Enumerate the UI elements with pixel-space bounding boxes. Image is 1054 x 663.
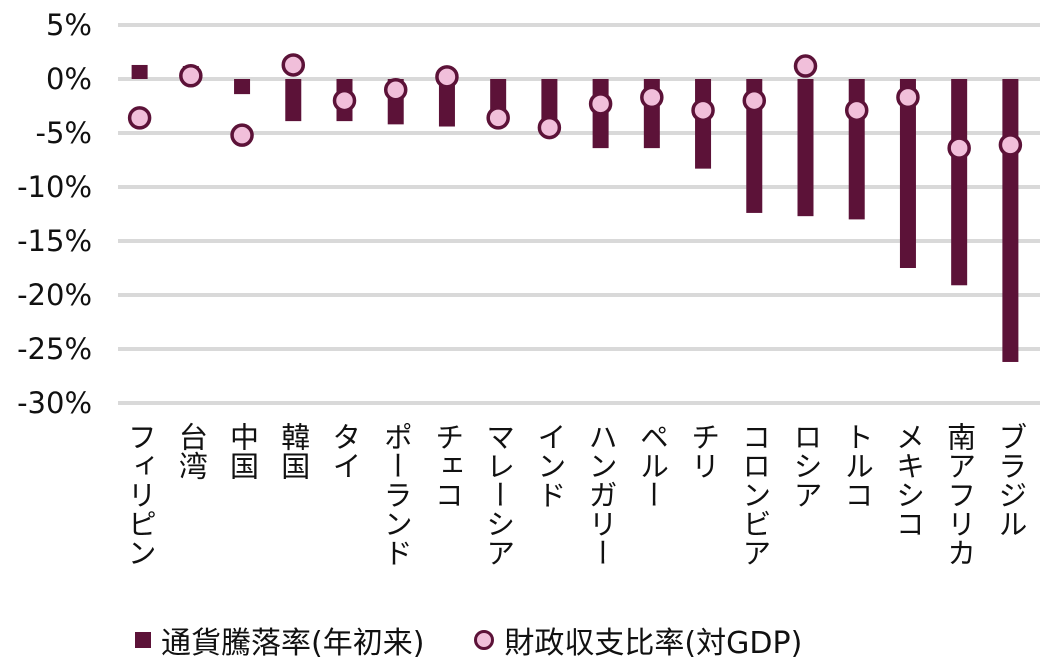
marker xyxy=(691,98,715,123)
y-tick-label: -10% xyxy=(17,170,92,204)
x-category-label: メキシコ xyxy=(891,422,926,538)
y-tick-label: 5% xyxy=(46,8,92,42)
bar xyxy=(438,79,455,127)
legend-label-fiscal: 財政収支比率(対GDP) xyxy=(504,626,803,661)
x-category-label: ブラジル xyxy=(993,422,1028,538)
marker xyxy=(537,115,562,140)
bar xyxy=(1002,79,1019,362)
marker xyxy=(742,88,767,113)
legend-label-currency: 通貨騰落率(年初来) xyxy=(161,626,425,661)
x-category-label: マレーシア xyxy=(481,422,516,567)
marker xyxy=(332,88,357,113)
y-tick-label: 0% xyxy=(46,62,92,96)
marker xyxy=(127,106,152,130)
bar xyxy=(285,79,302,122)
marker xyxy=(383,78,408,102)
x-category-label: 中国 xyxy=(225,422,260,480)
x-category-label: ポーランド xyxy=(379,422,414,567)
marker xyxy=(947,136,971,160)
bar xyxy=(234,79,251,95)
marker xyxy=(435,65,459,89)
bar xyxy=(695,79,712,169)
marker xyxy=(179,64,203,88)
marker xyxy=(793,54,818,78)
bar xyxy=(541,79,558,127)
legend-bar-swatch xyxy=(135,632,151,648)
marker xyxy=(281,53,306,77)
x-category-label: コロンビア xyxy=(737,422,772,567)
marker xyxy=(998,133,1023,157)
x-category-label: 台湾 xyxy=(174,422,209,480)
bar xyxy=(746,79,763,213)
x-category-label: インド xyxy=(532,422,567,509)
x-category-label: 南アフリカ xyxy=(942,422,977,567)
y-tick-label: -20% xyxy=(17,278,92,312)
legend-marker-swatch xyxy=(474,630,495,650)
marker xyxy=(588,92,613,116)
bar xyxy=(899,79,916,268)
x-category-label: タイ xyxy=(328,422,362,480)
x-category-label: チェコ xyxy=(430,422,465,509)
marker xyxy=(640,85,664,110)
bar xyxy=(797,79,814,217)
x-category-label: ハンガリー xyxy=(584,422,619,567)
marker xyxy=(230,123,254,147)
y-tick-label: -30% xyxy=(17,386,92,420)
marker xyxy=(486,106,510,130)
x-category-label: フィリピン xyxy=(123,422,158,567)
legend: 通貨騰落率(年初来) 財政収支比率(対GDP) xyxy=(135,618,802,662)
x-category-label: ロシア xyxy=(789,422,823,509)
marker xyxy=(896,85,920,110)
y-tick-label: -5% xyxy=(36,116,92,150)
x-category-label: トルコ xyxy=(840,422,875,509)
x-category-label: チリ xyxy=(686,422,721,480)
x-category-label: ペルー xyxy=(635,422,670,509)
marker xyxy=(844,98,869,123)
y-tick-label: -15% xyxy=(17,224,92,258)
bar xyxy=(951,79,968,286)
x-category-label: 韓国 xyxy=(276,422,311,480)
y-tick-label: -25% xyxy=(17,332,92,366)
bar xyxy=(131,64,148,79)
